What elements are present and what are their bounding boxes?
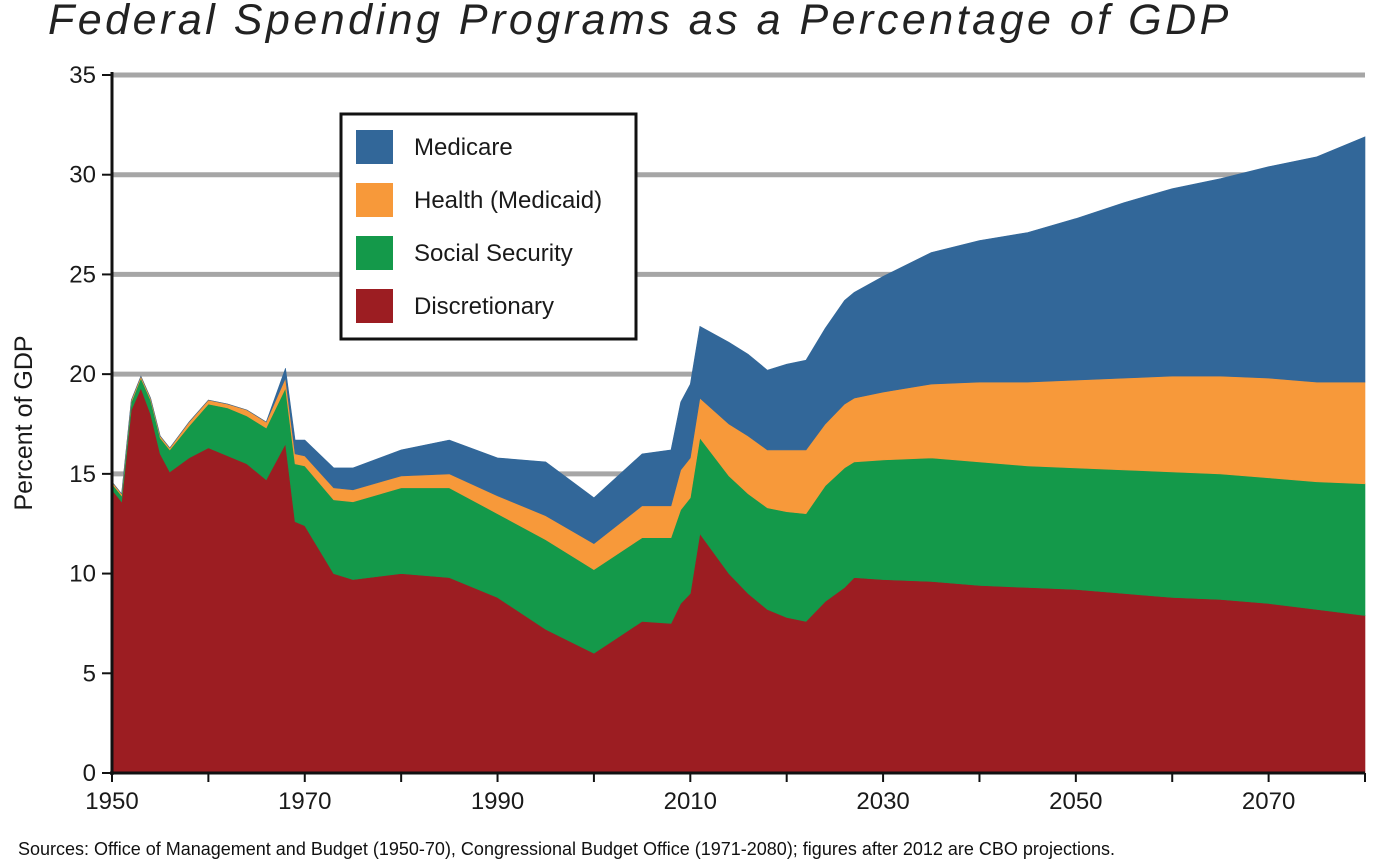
legend-swatch-social-security: [356, 236, 393, 270]
y-tick-label-5: 5: [83, 660, 96, 687]
x-tick-label-2070: 2070: [1242, 788, 1295, 815]
source-note: Sources: Office of Management and Budget…: [18, 839, 1115, 859]
y-tick-label-15: 15: [69, 461, 96, 488]
legend-label-health-medicaid: Health (Medicaid): [414, 187, 602, 214]
x-tick-label-1950: 1950: [85, 788, 138, 815]
chart-title: Federal Spending Programs as a Percentag…: [48, 0, 1232, 44]
y-tick-label-35: 35: [69, 62, 96, 89]
axes: 0 5 10 15 20 25 30 35 1950 1970 1990 2010 2030 2050 20…: [69, 62, 1366, 815]
y-tick-label-25: 25: [69, 261, 96, 288]
x-tick-label-1990: 1990: [471, 788, 524, 815]
y-tick-label-0: 0: [83, 760, 96, 787]
y-tick-label-30: 30: [69, 162, 96, 189]
legend: Medicare Health (Medicaid) Social Security…: [339, 112, 638, 341]
x-tick-label-1970: 1970: [278, 788, 331, 815]
area-series-group: [111, 136, 1366, 774]
legend-label-discretionary: Discretionary: [414, 293, 554, 320]
y-axis-label: Percent of GDP: [10, 335, 38, 510]
x-tick-label-2030: 2030: [856, 788, 909, 815]
legend-swatch-medicare: [356, 130, 393, 164]
legend-swatch-health-medicaid: [356, 183, 393, 217]
x-tick-label-2010: 2010: [664, 788, 717, 815]
legend-swatch-discretionary: [356, 289, 393, 323]
area-series-medicare: [111, 136, 1366, 545]
y-tick-label-20: 20: [69, 361, 96, 388]
x-tick-label-2050: 2050: [1049, 788, 1102, 815]
legend-label-medicare: Medicare: [414, 134, 513, 161]
legend-label-social-security: Social Security: [414, 240, 573, 267]
y-tick-label-10: 10: [69, 561, 96, 588]
